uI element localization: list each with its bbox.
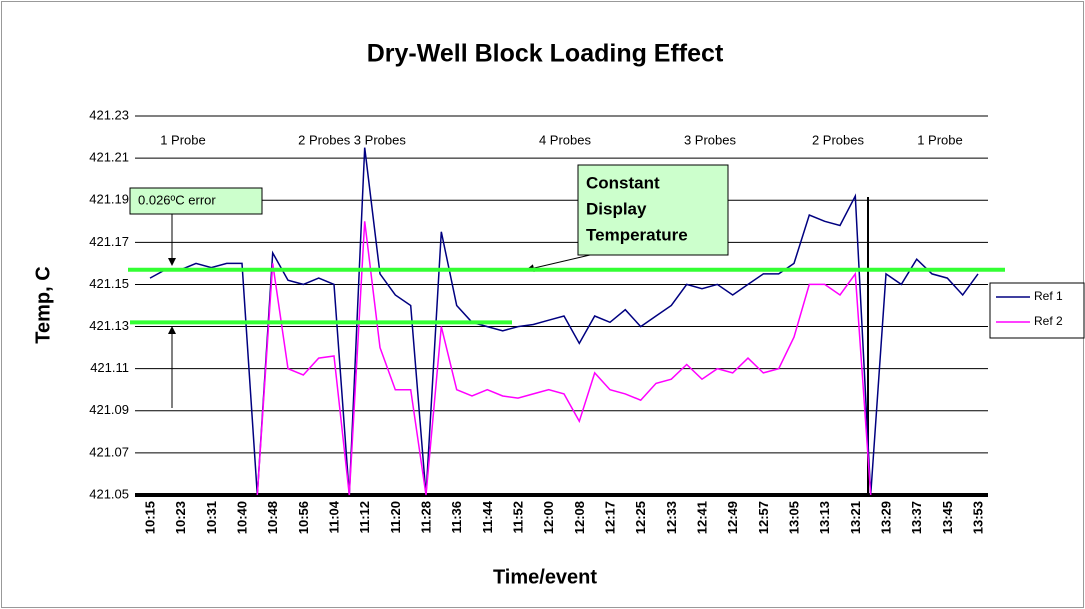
note-text: Display: [586, 199, 647, 218]
arrow: [526, 254, 591, 272]
x-tick-label: 10:56: [296, 501, 311, 534]
y-tick-label: 421.19: [89, 192, 129, 207]
x-tick-label: 13:29: [878, 501, 893, 534]
x-tick-label: 10:31: [204, 501, 219, 534]
annotation: 2 Probes: [812, 132, 865, 147]
annotation: 2 Probes 3 Probes: [298, 132, 406, 147]
y-tick-label: 421.15: [89, 276, 129, 291]
x-tick-label: 11:44: [480, 500, 495, 533]
x-tick-label: 13:13: [817, 501, 832, 534]
note-box: [129, 187, 263, 215]
x-tick-label: 11:04: [326, 500, 341, 533]
x-tick-label: 11:12: [357, 501, 372, 534]
x-tick-label: 11:28: [418, 501, 433, 534]
y-tick-label: 421.05: [89, 486, 129, 501]
x-tick-label: 11:20: [388, 501, 403, 534]
annotation: 1 Probe: [160, 132, 206, 147]
x-tick-label: 13:05: [786, 501, 801, 534]
series-line: [256, 221, 872, 496]
annotation: 1 Probe: [917, 132, 963, 147]
annotation: 3 Probes: [684, 132, 737, 147]
x-tick-label: 12:41: [694, 501, 709, 534]
x-tick-label: 10:15: [142, 501, 157, 534]
legend-label: Ref 1: [1034, 289, 1063, 303]
x-tick-label: 13:53: [970, 501, 985, 534]
y-tick-label: 421.21: [89, 150, 129, 165]
x-tick-label: 12:17: [602, 501, 617, 534]
note-text: Temperature: [586, 225, 688, 244]
y-tick-label: 421.11: [90, 360, 129, 375]
chart-title: Dry-Well Block Loading Effect: [367, 40, 724, 68]
x-axis-label: Time/event: [493, 566, 597, 588]
y-axis-label: Temp, C: [32, 266, 54, 343]
x-tick-label: 10:40: [234, 501, 249, 534]
x-tick-label: 11:52: [510, 501, 525, 534]
x-tick-label: 12:57: [756, 501, 771, 534]
x-tick-label: 12:08: [572, 501, 587, 534]
y-tick-label: 421.23: [89, 107, 129, 122]
y-tick-label: 421.17: [89, 234, 129, 249]
y-tick-label: 421.09: [89, 402, 129, 417]
note-text: 0.026ºC error: [138, 192, 216, 207]
x-tick-label: 12:33: [664, 501, 679, 534]
note-box: [577, 164, 729, 256]
x-tick-label: 12:49: [725, 501, 740, 534]
y-tick-label: 421.13: [89, 318, 129, 333]
x-tick-label: 12:00: [541, 501, 556, 534]
annotation: 4 Probes: [539, 132, 592, 147]
x-tick-label: 10:48: [265, 501, 280, 534]
note-text: Constant: [586, 173, 660, 192]
y-tick-label: 421.07: [89, 444, 129, 459]
x-tick-label: 13:45: [940, 501, 955, 534]
legend-label: Ref 2: [1034, 314, 1063, 328]
legend-box: [989, 282, 1085, 339]
series-line: [149, 147, 979, 496]
x-tick-label: 11:36: [449, 501, 464, 534]
x-tick-label: 10:23: [173, 501, 188, 534]
x-tick-label: 13:37: [909, 501, 924, 534]
x-tick-label: 13:21: [848, 501, 863, 534]
x-tick-label: 12:25: [633, 501, 648, 534]
